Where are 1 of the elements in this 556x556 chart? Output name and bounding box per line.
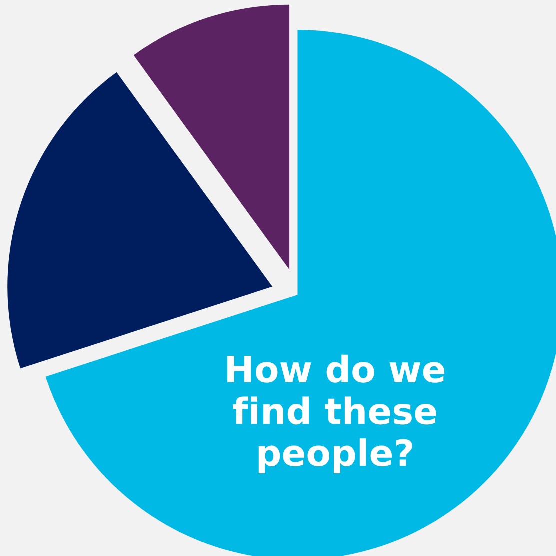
text: How do we find these people? (228, 354, 445, 474)
